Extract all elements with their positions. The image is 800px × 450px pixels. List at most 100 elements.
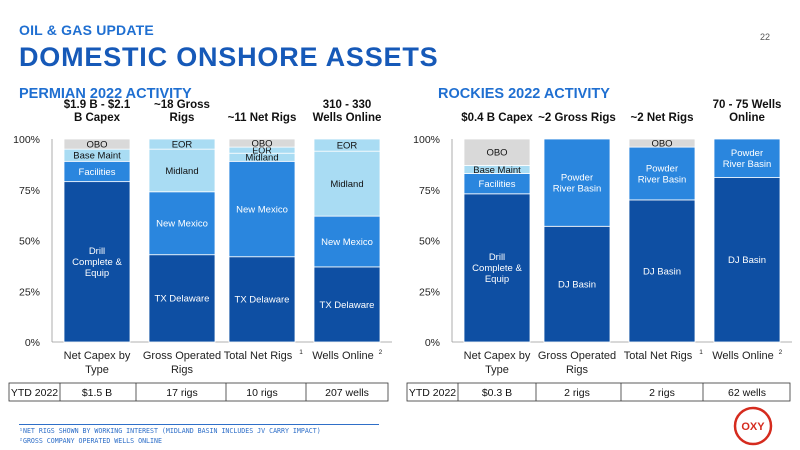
bar-segment (463, 193, 531, 343)
bar-segment (628, 138, 696, 148)
footnote-marker: 1 (699, 349, 703, 356)
ytd-value: $1.5 B (82, 387, 112, 399)
segment-label: DJ Basin (643, 266, 681, 277)
column-header: ~18 Gross Rigs (154, 99, 210, 124)
segment-label: DJ Basin (728, 255, 766, 266)
segment-label: Midland (245, 153, 278, 164)
segment-label: Powder River Basin (638, 163, 687, 185)
oxy-logo-icon: OXY (733, 406, 773, 446)
segment-label: New Mexico (236, 204, 288, 215)
permian-chart-title: PERMIAN 2022 ACTIVITY (19, 86, 192, 102)
y-tick-label: 25% (19, 286, 40, 298)
segment-label: TX Delaware (235, 295, 290, 306)
rockies-chart-title: ROCKIES 2022 ACTIVITY (438, 86, 610, 102)
category-label: Net Capex by Type (464, 350, 531, 376)
bar-segment (543, 225, 611, 343)
footnotes: ¹NET RIGS SHOWN BY WORKING INTEREST (MID… (19, 424, 379, 446)
segment-label: OBO (86, 139, 107, 150)
ytd-value: 10 rigs (246, 387, 278, 399)
bar-segment (713, 177, 781, 343)
segment-label: EOR (337, 140, 358, 151)
segment-label: Powder River Basin (723, 148, 772, 170)
ytd-table (406, 382, 791, 402)
ytd-value: 62 wells (728, 387, 766, 399)
bar-segment (313, 150, 381, 217)
y-tick-label: 0% (25, 337, 40, 349)
footnote-marker: 2 (779, 349, 783, 356)
category-label: Net Capex by Type (64, 350, 131, 376)
y-tick-label: 50% (419, 236, 440, 248)
bar-segment (63, 181, 131, 343)
ytd-row-label: YTD 2022 (409, 387, 456, 399)
category-label: Wells Online (312, 350, 374, 362)
y-tick-label: 75% (419, 185, 440, 197)
bar-segment (313, 215, 381, 268)
bar-segment (543, 138, 611, 227)
y-tick-label: 50% (19, 236, 40, 248)
segment-label: Powder River Basin (553, 172, 602, 194)
supertitle: OIL & GAS UPDATE (19, 22, 154, 38)
y-tick-label: 100% (413, 134, 440, 146)
segment-label: OBO (651, 138, 672, 149)
page-number: 22 (760, 32, 771, 42)
footnote-marker: 2 (379, 349, 383, 356)
segment-label: New Mexico (156, 219, 208, 230)
bar-segment (713, 138, 781, 178)
y-tick-label: 0% (425, 337, 440, 349)
y-tick-label: 25% (419, 286, 440, 298)
bar-segment (228, 160, 296, 258)
segment-label: TX Delaware (320, 300, 375, 311)
footnote-rule (19, 424, 379, 425)
bar-segment (628, 146, 696, 201)
column-header: $0.4 B Capex (461, 112, 533, 124)
column-header: ~2 Gross Rigs (538, 112, 616, 124)
category-label: Total Net Rigs (624, 350, 693, 362)
segment-label: EOR (252, 145, 272, 155)
footnote-2: ²GROSS COMPANY OPERATED WELLS ONLINE (19, 436, 162, 445)
bar-segment (148, 138, 216, 150)
segment-label: DJ Basin (558, 279, 596, 290)
segment-label: Midland (165, 166, 198, 177)
bar-segment (463, 138, 531, 166)
segment-label: Drill Complete & Equip (472, 252, 522, 285)
category-label: Gross Operated Rigs (538, 350, 616, 376)
ytd-value: $0.3 B (482, 387, 512, 399)
column-header: 310 - 330 Wells Online (313, 99, 382, 124)
y-tick-label: 100% (13, 134, 40, 146)
bar-segment (148, 148, 216, 193)
ytd-value: 207 wells (325, 387, 369, 399)
page-title: DOMESTIC ONSHORE ASSETS (19, 42, 439, 72)
ytd-row-label: YTD 2022 (11, 387, 58, 399)
segment-label: Base Maint (473, 165, 521, 176)
ytd-value: 17 rigs (166, 387, 198, 399)
segment-label: Facilities (479, 179, 516, 190)
footnote-marker: 1 (299, 349, 303, 356)
category-label: Total Net Rigs (224, 350, 293, 362)
bar-segment (148, 191, 216, 256)
bar-segment (313, 138, 381, 152)
column-header: 70 - 75 Wells Online (713, 99, 782, 124)
segment-label: Drill Complete & Equip (72, 246, 122, 279)
bar-segment (228, 256, 296, 343)
segment-label: OBO (486, 148, 507, 159)
column-header: ~2 Net Rigs (631, 112, 694, 124)
bar-segment (63, 138, 131, 150)
bar-segment (228, 138, 296, 148)
ytd-table (8, 382, 389, 402)
category-label: Wells Online (712, 350, 774, 362)
column-header: ~11 Net Rigs (228, 112, 297, 124)
column-header: $1.9 B - $2.1 B Capex (64, 99, 131, 124)
segment-label: New Mexico (321, 237, 373, 248)
segment-label: Base Maint (73, 151, 121, 162)
segment-label: EOR (172, 139, 193, 150)
bar-segment (148, 254, 216, 343)
segment-label: Facilities (79, 167, 116, 178)
y-tick-label: 75% (19, 185, 40, 197)
segment-label: OBO (251, 138, 272, 149)
segment-label: TX Delaware (155, 294, 210, 305)
ytd-value: 2 rigs (649, 387, 675, 399)
ytd-value: 2 rigs (564, 387, 590, 399)
category-label: Gross Operated Rigs (143, 350, 221, 376)
footnote-1: ¹NET RIGS SHOWN BY WORKING INTEREST (MID… (19, 427, 321, 435)
